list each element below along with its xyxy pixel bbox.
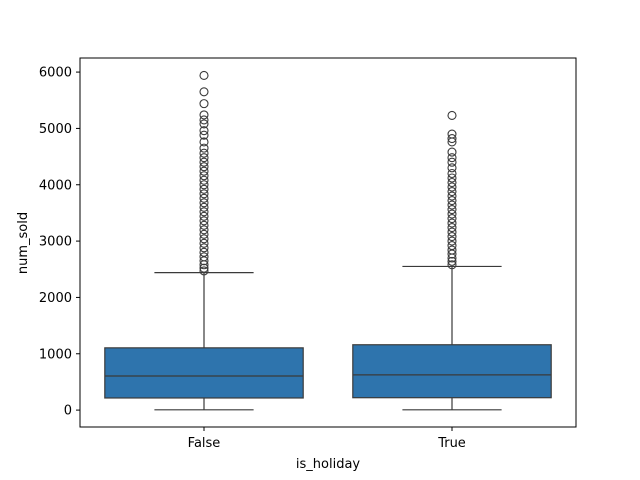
outlier-point: [199, 229, 209, 239]
outlier-point: [447, 157, 457, 167]
x-tick-label: False: [188, 436, 221, 451]
x-axis-ticks: False True: [188, 427, 466, 451]
outlier-point: [447, 245, 457, 255]
box-false: [104, 70, 304, 411]
iqr-box: [104, 347, 304, 399]
outlier-point: [199, 263, 209, 273]
outlier-point: [199, 225, 209, 235]
plot-frame: [79, 57, 577, 428]
x-axis-label: is_holiday: [296, 457, 361, 472]
outlier-point: [199, 207, 209, 217]
outlier-point: [199, 153, 209, 163]
outlier-point: [447, 129, 457, 139]
outlier-point: [199, 148, 209, 158]
outlier-point: [199, 171, 209, 181]
outlier-point: [199, 99, 209, 109]
outlier-point: [199, 243, 209, 253]
outlier-point: [447, 195, 457, 206]
outlier-point: [199, 162, 209, 172]
box-true: [352, 110, 552, 411]
outlier-point: [447, 256, 457, 266]
outlier-point: [199, 110, 209, 120]
outlier-point: [447, 153, 457, 163]
outlier-point: [199, 126, 209, 136]
outlier-point: [199, 70, 209, 81]
y-tick-label: 6000: [39, 66, 72, 81]
outlier-point: [199, 220, 209, 230]
outlier-point: [447, 204, 457, 215]
outlier-point: [447, 223, 457, 233]
outlier-point: [447, 110, 457, 121]
outlier-point: [447, 173, 457, 183]
outlier-point: [199, 115, 209, 125]
outlier-point: [447, 200, 457, 210]
outlier-point: [199, 216, 209, 226]
outlier-point: [199, 143, 209, 153]
outlier-point: [199, 202, 209, 212]
outlier-point: [447, 260, 457, 270]
outlier-point: [199, 119, 209, 129]
outlier-point: [199, 266, 209, 276]
outlier-point: [447, 227, 457, 237]
y-tick-label: 2000: [39, 291, 72, 306]
y-tick-label: 4000: [39, 178, 72, 193]
outlier-point: [199, 247, 209, 257]
y-tick-label: 3000: [39, 235, 72, 250]
outlier-point: [199, 193, 209, 203]
outlier-point: [199, 252, 209, 262]
outlier-point: [199, 234, 209, 244]
outlier-point: [447, 168, 457, 179]
outlier-point: [447, 182, 457, 192]
outlier-point: [199, 157, 209, 167]
outlier-point: [199, 198, 209, 208]
outlier-point: [447, 186, 457, 197]
boxes-layer: [104, 70, 552, 411]
outlier-point: [199, 130, 209, 140]
outlier-point: [199, 166, 209, 176]
y-tick-label: 5000: [39, 122, 72, 137]
outlier-point: [447, 214, 457, 224]
outlier-point: [199, 211, 209, 221]
outlier-point: [447, 209, 457, 219]
y-axis-label: num_sold: [16, 212, 31, 274]
outlier-point: [447, 232, 457, 242]
outlier-point: [447, 147, 457, 157]
outlier-point: [199, 175, 209, 185]
outlier-point: [447, 163, 457, 173]
outlier-point: [199, 189, 209, 199]
outlier-point: [447, 236, 457, 246]
outlier-point: [199, 137, 209, 147]
y-tick-label: 1000: [39, 347, 72, 362]
outlier-point: [447, 218, 457, 228]
outlier-point: [447, 134, 457, 144]
x-tick-label: True: [437, 436, 466, 451]
outlier-point: [447, 177, 457, 188]
outlier-point: [199, 238, 209, 248]
y-tick-label: 0: [64, 404, 72, 419]
y-axis-ticks: 0 1000 2000 3000 4000 5000 6000: [39, 66, 80, 419]
outlier-point: [199, 184, 209, 194]
outlier-point: [447, 241, 457, 251]
outlier-point: [199, 87, 209, 97]
outlier-point: [199, 180, 209, 190]
iqr-box: [352, 344, 552, 399]
outlier-point: [447, 191, 457, 201]
